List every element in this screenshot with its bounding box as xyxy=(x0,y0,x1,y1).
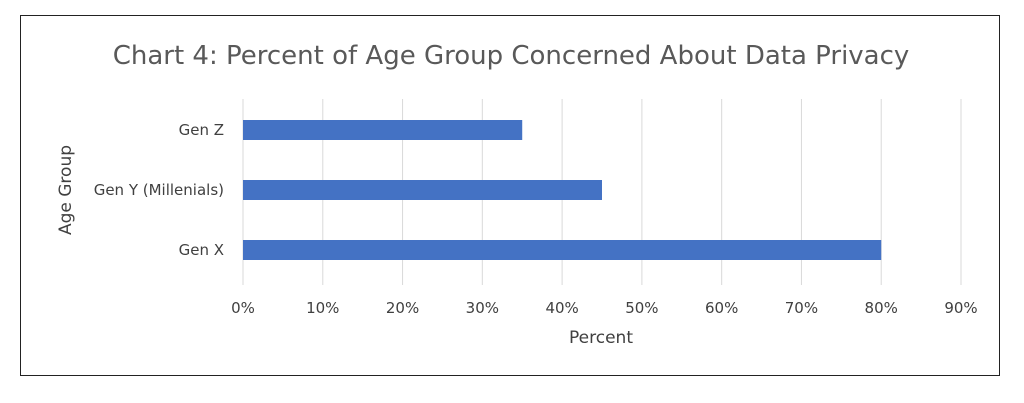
x-axis-title: Percent xyxy=(569,328,633,348)
x-tick-label: 90% xyxy=(944,299,977,317)
bar xyxy=(243,180,602,200)
x-tick-label: 20% xyxy=(386,299,419,317)
x-tick-label: 80% xyxy=(865,299,898,317)
x-tick-label: 30% xyxy=(466,299,499,317)
x-tick-labels: 0% 10% 20% 30% 40% 50% 60% 70% 80% 90% xyxy=(231,299,978,317)
x-tick-label: 40% xyxy=(545,299,578,317)
x-tick-label: 50% xyxy=(625,299,658,317)
bar xyxy=(243,240,882,260)
x-tick-label: 0% xyxy=(231,299,255,317)
category-labels: Gen Z Gen Y (Millenials) Gen X xyxy=(94,121,224,259)
x-tick-label: 60% xyxy=(705,299,738,317)
x-tick-label: 70% xyxy=(785,299,818,317)
bars xyxy=(243,120,882,260)
x-tick-label: 10% xyxy=(306,299,339,317)
category-label: Gen Z xyxy=(179,121,224,139)
chart-title: Chart 4: Percent of Age Group Concerned … xyxy=(113,41,910,71)
y-axis-title: Age Group xyxy=(56,145,76,235)
category-label: Gen Y (Millenials) xyxy=(94,181,224,199)
bar xyxy=(243,120,523,140)
category-label: Gen X xyxy=(179,241,224,259)
